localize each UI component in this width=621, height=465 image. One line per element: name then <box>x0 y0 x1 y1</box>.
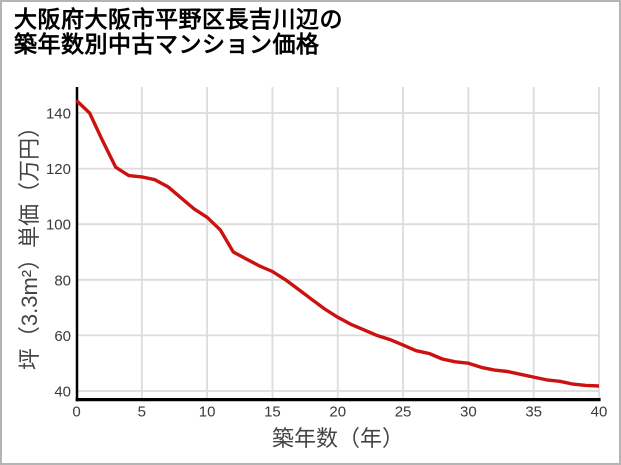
x-tick-label: 0 <box>72 404 80 421</box>
y-tick-label: 60 <box>54 328 71 345</box>
chart-title-line1: 大阪府大阪市平野区長吉川辺の <box>14 6 343 32</box>
chart-title: 大阪府大阪市平野区長吉川辺の 築年数別中古マンション価格 <box>14 7 343 57</box>
x-tick-label: 35 <box>525 404 542 421</box>
y-axis-label: 坪（3.3m²）単価（万円） <box>17 115 42 371</box>
x-tick-label: 40 <box>591 404 608 421</box>
price-line <box>75 99 600 388</box>
y-tick-label: 100 <box>46 217 71 234</box>
y-tick-label: 40 <box>54 384 71 401</box>
x-tick-label: 25 <box>395 404 412 421</box>
x-tick-label: 5 <box>138 404 146 421</box>
x-axis-label: 築年数（年） <box>271 426 405 451</box>
x-tick-label: 10 <box>199 404 216 421</box>
chart-title-line2: 築年数別中古マンション価格 <box>14 31 320 57</box>
y-tick-label: 140 <box>46 106 71 123</box>
x-tick-label: 20 <box>329 404 346 421</box>
y-tick-label: 80 <box>54 272 71 289</box>
x-tick-label: 15 <box>264 404 281 421</box>
y-tick-label: 120 <box>46 161 71 178</box>
x-tick-label: 30 <box>460 404 477 421</box>
